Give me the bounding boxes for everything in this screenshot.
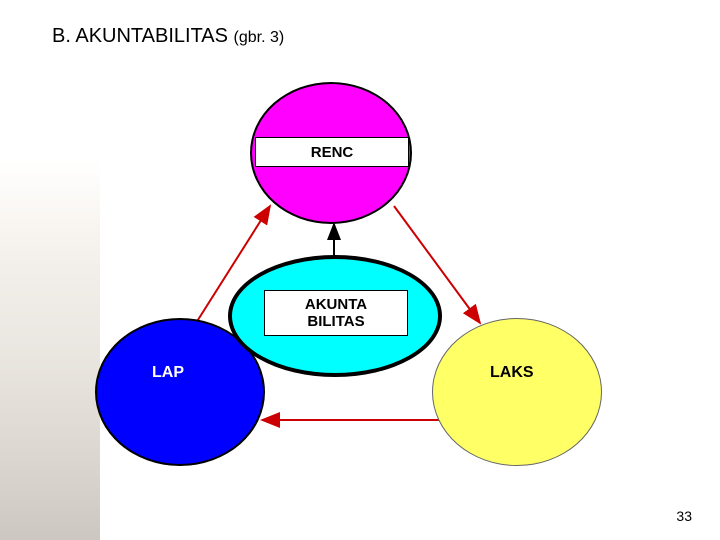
title-main: B. AKUNTABILITAS bbox=[52, 25, 228, 47]
node-akuntabilitas bbox=[228, 255, 442, 377]
node-renc bbox=[250, 82, 412, 224]
page-title: B. AKUNTABILITAS (gbr. 3) bbox=[52, 25, 284, 48]
page-number: 33 bbox=[676, 508, 692, 524]
node-laks bbox=[432, 318, 602, 466]
title-sub: (gbr. 3) bbox=[234, 29, 285, 46]
decorative-photo-strip bbox=[0, 160, 100, 540]
akuntabilitas-diagram: RENC AKUNTA BILITAS LAP LAKS bbox=[0, 0, 720, 540]
